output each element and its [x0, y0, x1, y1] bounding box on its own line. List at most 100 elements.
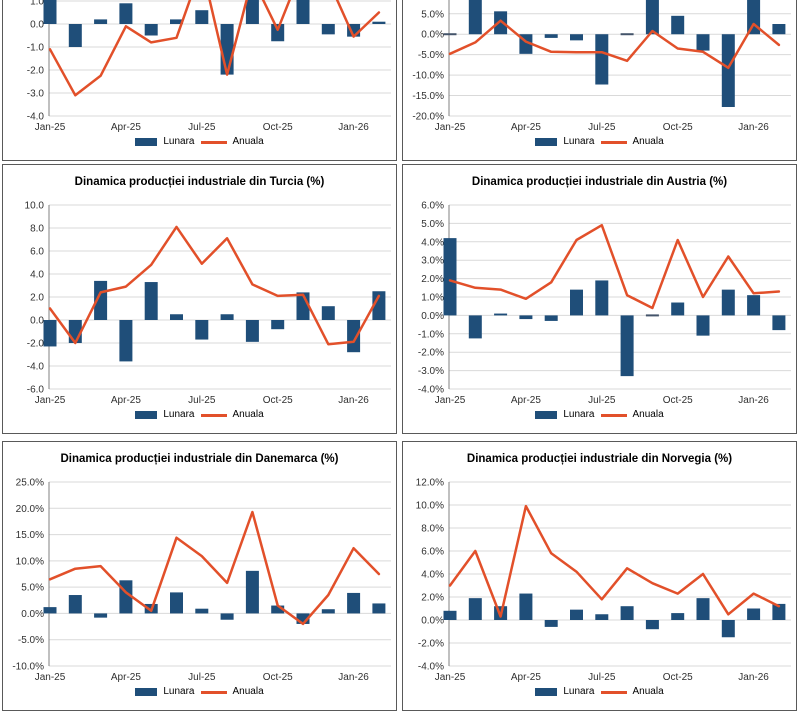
svg-text:-6.0: -6.0 — [27, 385, 45, 396]
chart-canvas-danemarca: 25.0%20.0%15.0%10.0%5.0%0.0%-5.0%-10.0%J… — [12, 478, 391, 683]
chart-title: Dinamica producției industriale din Norv… — [466, 453, 733, 465]
svg-text:10.0%: 10.0% — [416, 501, 444, 512]
svg-text:20.0%: 20.0% — [16, 504, 44, 515]
svg-text:-4.0%: -4.0% — [418, 662, 444, 673]
legend-anuala-label: Anuala — [232, 686, 264, 697]
legend-anuala-swatch — [200, 413, 227, 417]
legend-lunara-label: Lunara — [163, 136, 195, 147]
svg-text:Oct-25: Oct-25 — [263, 122, 293, 133]
svg-text:Jan-26: Jan-26 — [338, 122, 369, 133]
svg-text:-1.0: -1.0 — [27, 43, 45, 54]
chart-panel-austria: Dinamica producției industriale din Aust… — [402, 164, 797, 434]
legend-lunara-swatch — [135, 138, 158, 146]
svg-text:-2.0: -2.0 — [27, 339, 45, 350]
svg-text:Jan-25: Jan-25 — [35, 122, 66, 133]
legend-anuala-swatch — [600, 140, 627, 144]
legend-lunara-swatch — [535, 688, 558, 696]
svg-text:Apr-25: Apr-25 — [111, 122, 141, 133]
svg-text:Jan-25: Jan-25 — [435, 395, 466, 406]
svg-text:4.0: 4.0 — [30, 270, 44, 281]
svg-text:5.0%: 5.0% — [21, 583, 44, 594]
legend-lunara-swatch — [535, 411, 558, 419]
svg-text:-5.0%: -5.0% — [418, 50, 444, 61]
svg-text:8.0%: 8.0% — [421, 524, 444, 535]
svg-text:Jul-25: Jul-25 — [188, 672, 216, 683]
legend-lunara-label: Lunara — [563, 409, 595, 420]
legend-lunara-label: Lunara — [163, 409, 195, 420]
legend-anuala-swatch — [200, 690, 227, 694]
svg-text:6.0%: 6.0% — [421, 547, 444, 558]
chart-panel-norvegia: Dinamica producției industriale din Norv… — [402, 441, 797, 711]
svg-text:-2.0: -2.0 — [27, 66, 45, 77]
svg-text:Oct-25: Oct-25 — [663, 672, 693, 683]
chart-legend: Lunara Anuala — [403, 687, 796, 697]
legend-anuala-label: Anuala — [232, 409, 264, 420]
svg-text:2.0%: 2.0% — [421, 593, 444, 604]
svg-text:Apr-25: Apr-25 — [111, 395, 141, 406]
svg-text:1.0%: 1.0% — [421, 293, 444, 304]
svg-text:-3.0: -3.0 — [27, 89, 45, 100]
chart-panel-danemarca: Dinamica producției industriale din Dane… — [2, 441, 397, 711]
svg-text:-5.0%: -5.0% — [18, 635, 44, 646]
svg-text:Jan-26: Jan-26 — [738, 395, 769, 406]
svg-text:-3.0%: -3.0% — [418, 366, 444, 377]
chart-legend: Lunara Anuala — [3, 410, 396, 420]
legend-lunara-swatch — [535, 138, 558, 146]
svg-text:5.0%: 5.0% — [421, 9, 444, 20]
svg-text:Jul-25: Jul-25 — [188, 122, 216, 133]
chart-title: Dinamica producției industriale din Aust… — [471, 176, 728, 188]
chart-panel-turcia: Dinamica producției industriale din Turc… — [2, 164, 397, 434]
svg-text:0.0: 0.0 — [30, 316, 44, 327]
svg-text:Jan-26: Jan-26 — [338, 672, 369, 683]
svg-text:Oct-25: Oct-25 — [663, 395, 693, 406]
legend-anuala-swatch — [200, 140, 227, 144]
svg-text:6.0%: 6.0% — [421, 201, 444, 212]
svg-text:Apr-25: Apr-25 — [511, 395, 541, 406]
svg-text:-10.0%: -10.0% — [412, 71, 444, 82]
chart-canvas-norvegia: 12.0% 10.0% 8.0% 6.0% 4.0% 2.0% 0.0% -2.0% -4.0%… — [416, 478, 791, 683]
legend-lunara-swatch — [135, 411, 158, 419]
svg-text:Jan-26: Jan-26 — [338, 395, 369, 406]
svg-text:3.0%: 3.0% — [421, 256, 444, 267]
chart-panel-top-left: 4.03.02.01.00.0-1.0-2.0-3.0-4.0Jan-25Apr… — [2, 0, 397, 161]
svg-text:0.0: 0.0 — [30, 20, 44, 31]
chart-title: Dinamica producției industriale din Dane… — [60, 453, 339, 465]
svg-text:4.0%: 4.0% — [421, 570, 444, 581]
chart-canvas-top-left: 4.03.02.01.00.0-1.0-2.0-3.0-4.0Jan-25Apr… — [27, 0, 391, 133]
legend-lunara-label: Lunara — [563, 136, 595, 147]
legend-anuala-label: Anuala — [632, 136, 664, 147]
svg-text:2.0: 2.0 — [30, 293, 44, 304]
svg-text:Jan-25: Jan-25 — [35, 395, 66, 406]
chart-canvas-austria: 6.0% 5.0% 4.0% 3.0% 2.0% 1.0% 0.0% -1.0% -2.0% -3… — [418, 201, 791, 406]
chart-panel-top-right: 25.0%20.0%15.0%10.0%5.0%0.0%-5.0%-10.0%-… — [402, 0, 797, 161]
svg-text:10.0%: 10.0% — [16, 556, 44, 567]
svg-text:10.0: 10.0 — [25, 201, 45, 212]
svg-text:-4.0: -4.0 — [27, 112, 45, 123]
svg-text:Oct-25: Oct-25 — [663, 122, 693, 133]
legend-lunara-label: Lunara — [563, 686, 595, 697]
svg-text:5.0%: 5.0% — [421, 219, 444, 230]
svg-text:Jul-25: Jul-25 — [588, 672, 616, 683]
chart-legend: Lunara Anuala — [403, 137, 796, 147]
svg-text:Apr-25: Apr-25 — [511, 122, 541, 133]
chart-legend: Lunara Anuala — [3, 687, 396, 697]
svg-text:Jan-26: Jan-26 — [738, 672, 769, 683]
svg-text:-15.0%: -15.0% — [412, 91, 444, 102]
svg-text:-1.0%: -1.0% — [418, 329, 444, 340]
svg-text:0.0%: 0.0% — [421, 311, 444, 322]
svg-text:15.0%: 15.0% — [16, 530, 44, 541]
chart-legend: Lunara Anuala — [3, 137, 396, 147]
legend-lunara-label: Lunara — [163, 686, 195, 697]
svg-text:Oct-25: Oct-25 — [263, 672, 293, 683]
svg-text:8.0: 8.0 — [30, 224, 44, 235]
chart-title: Dinamica producției industriale din Turc… — [74, 176, 325, 188]
svg-text:Oct-25: Oct-25 — [263, 395, 293, 406]
svg-text:Jan-25: Jan-25 — [435, 122, 466, 133]
chart-canvas-top-right: 25.0%20.0%15.0%10.0%5.0%0.0%-5.0%-10.0%-… — [412, 0, 791, 133]
legend-anuala-label: Anuala — [232, 136, 264, 147]
chart-legend: Lunara Anuala — [403, 410, 796, 420]
svg-text:Jan-26: Jan-26 — [738, 122, 769, 133]
svg-text:-4.0%: -4.0% — [418, 385, 444, 396]
